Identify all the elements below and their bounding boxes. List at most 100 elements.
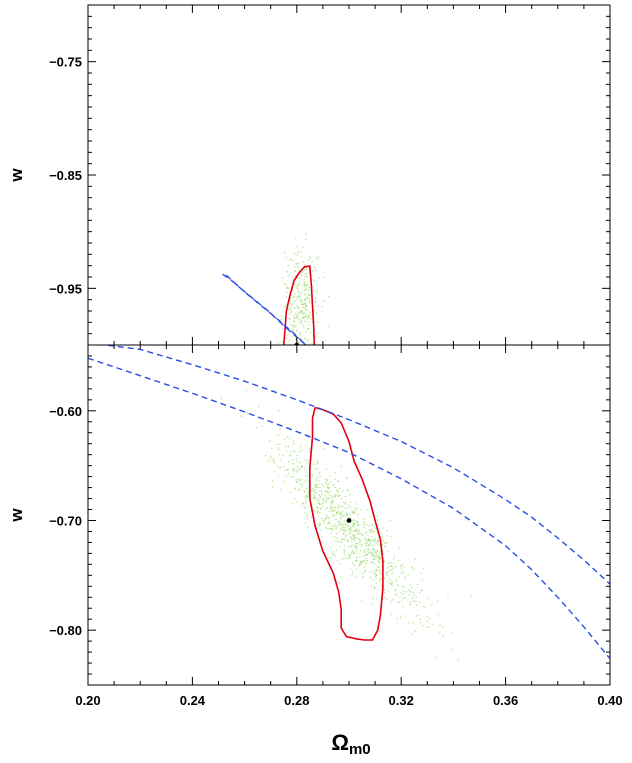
scatter-point (413, 600, 416, 602)
scatter-point (354, 511, 356, 514)
scatter-point (329, 506, 332, 509)
scatter-point (327, 497, 330, 500)
scatter-point (376, 550, 379, 552)
scatter-point (288, 274, 291, 276)
scatter-point (394, 593, 397, 596)
scatter-point (301, 274, 303, 277)
scatter-point (330, 532, 333, 535)
scatter-point (416, 583, 419, 586)
scatter-point (306, 471, 309, 474)
scatter-point (399, 592, 402, 594)
scatter-point (299, 488, 301, 491)
scatter-point (354, 519, 356, 521)
scatter-point (289, 259, 292, 261)
scatter-point (296, 454, 298, 457)
scatter-point (334, 554, 337, 557)
scatter-point (293, 345, 295, 347)
scatter-point (305, 314, 308, 317)
scatter-point (408, 588, 410, 591)
scatter-point (411, 622, 414, 624)
scatter-point (383, 596, 386, 599)
scatter-point (315, 485, 318, 487)
scatter-point (392, 566, 395, 569)
scatter-point (287, 468, 289, 471)
scatter-point (365, 508, 368, 511)
scatter-point (343, 557, 345, 560)
scatter-point (367, 547, 370, 550)
scatter-point (324, 490, 327, 492)
scatter-point (297, 250, 300, 252)
scatter-point (285, 450, 288, 452)
scatter-point (349, 536, 352, 538)
scatter-point (304, 309, 307, 311)
scatter-point (295, 479, 297, 481)
scatter-point (356, 560, 358, 562)
scatter-point (296, 465, 299, 468)
scatter-point (329, 516, 331, 519)
scatter-point (386, 598, 388, 600)
scatter-point (353, 507, 355, 509)
bottom-axes: −0.60 −0.70 −0.80 0.20 0.24 0.28 0.32 0.36 0.40 (49, 344, 623, 708)
scatter-point (340, 538, 343, 540)
scatter-point (300, 292, 302, 295)
scatter-point (317, 475, 320, 478)
scatter-point (370, 585, 373, 587)
scatter-point (358, 532, 360, 535)
scatter-point (368, 540, 371, 542)
scatter-point (301, 317, 304, 320)
scatter-point (305, 298, 307, 300)
scatter-point (352, 530, 355, 532)
scatter-point (305, 284, 307, 287)
scatter-point (351, 512, 354, 514)
scatter-point (373, 558, 376, 561)
scatter-point (341, 510, 344, 513)
scatter-point (303, 299, 306, 302)
scatter-point (301, 485, 303, 488)
x-tick-label: 0.20 (75, 693, 100, 708)
scatter-point (303, 326, 305, 329)
scatter-point (319, 507, 322, 510)
scatter-point (311, 503, 314, 506)
scatter-point (363, 575, 365, 578)
scatter-point (339, 525, 342, 527)
scatter-point (441, 626, 444, 629)
scatter-point (343, 532, 345, 534)
scatter-point (293, 306, 296, 309)
scatter-point (307, 459, 309, 462)
scatter-point (431, 623, 434, 625)
scatter-point (313, 463, 316, 466)
scatter-point (287, 460, 290, 463)
scatter-point (376, 554, 378, 556)
scatter-point (306, 479, 308, 481)
scatter-point (345, 477, 348, 480)
scatter-point (289, 324, 292, 327)
scatter-point (300, 350, 302, 352)
scatter-point (342, 501, 345, 504)
scatter-point (295, 468, 297, 471)
scatter-point (283, 480, 286, 483)
bottom-contours (88, 345, 610, 660)
scatter-point (292, 440, 295, 442)
scatter-point (321, 503, 323, 505)
scatter-point (316, 468, 319, 470)
scatter-point (365, 532, 367, 534)
scatter-point (369, 576, 371, 579)
scatter-point (333, 536, 336, 538)
scatter-point (422, 568, 424, 570)
scatter-point (245, 389, 248, 392)
scatter-point (372, 548, 375, 551)
scatter-point (348, 527, 351, 530)
scatter-point (339, 494, 342, 497)
scatter-point (293, 470, 295, 473)
scatter-point (387, 590, 389, 592)
scatter-point (314, 467, 317, 470)
scatter-point (374, 575, 376, 577)
scatter-point (316, 305, 319, 308)
scatter-point (318, 480, 321, 482)
scatter-point (273, 462, 276, 465)
scatter-point (360, 562, 363, 564)
scatter-point (307, 259, 310, 262)
scatter-point (374, 541, 376, 544)
scatter-point (379, 551, 381, 553)
y-tick-label: −0.80 (49, 623, 82, 638)
